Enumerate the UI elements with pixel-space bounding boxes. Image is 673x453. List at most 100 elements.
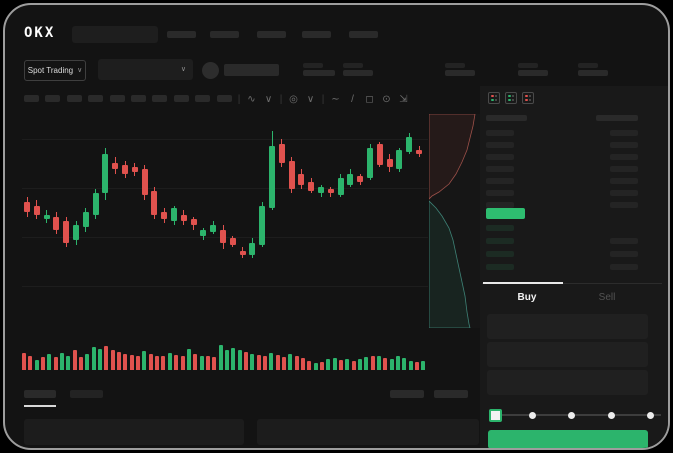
orderbook-ask-row[interactable]: [486, 154, 514, 160]
orderbook-ask-row[interactable]: [610, 202, 638, 208]
slider-step-dot[interactable]: [568, 411, 575, 419]
volume-bar: [383, 358, 388, 370]
depth-asks-area: [429, 114, 476, 200]
chart-toolbar-button[interactable]: [173, 95, 189, 102]
orderbook-ask-row[interactable]: [610, 166, 638, 172]
settings-icon[interactable]: ⊙: [382, 94, 391, 105]
orderbook-ask-row[interactable]: [610, 142, 638, 148]
orderbook-ask-row[interactable]: [486, 202, 514, 208]
volume-bar: [161, 356, 166, 370]
orderbook-bid-row[interactable]: [486, 264, 514, 270]
total-input[interactable]: [487, 370, 648, 395]
slider-step-dot[interactable]: [647, 411, 654, 419]
amount-input[interactable]: [487, 342, 648, 367]
volume-bar: [389, 359, 394, 370]
chart-toolbar-button[interactable]: [88, 95, 104, 102]
tab-sell[interactable]: Sell: [598, 292, 616, 303]
nav-item[interactable]: [210, 31, 239, 38]
chevron-down-icon[interactable]: ∨: [264, 94, 273, 105]
volume-bar: [205, 356, 210, 370]
orderbook-ask-row[interactable]: [486, 178, 514, 184]
volume-bar: [300, 357, 305, 370]
slider-step-dot[interactable]: [607, 411, 615, 419]
orderbook-bid-row[interactable]: [486, 251, 514, 257]
indicators-icon[interactable]: ◎: [289, 94, 298, 105]
orderbook-bid-row[interactable]: [486, 225, 514, 231]
orderbook-bid-row[interactable]: [486, 238, 514, 244]
candle: [308, 182, 315, 191]
orderbook-bid-row[interactable]: [610, 238, 638, 244]
candle: [249, 242, 256, 256]
volume-bar: [288, 353, 293, 370]
nav-item[interactable]: [302, 31, 331, 38]
candle: [416, 150, 422, 155]
volume-bar: [91, 346, 96, 370]
candle: [33, 206, 40, 215]
orderbook-view-all-icon[interactable]: [488, 92, 500, 104]
orderbook-ask-row[interactable]: [486, 166, 514, 172]
chevron-down-icon[interactable]: ∨: [306, 94, 315, 105]
draw-tool-icon[interactable]: /: [351, 94, 354, 105]
orderbook-ask-row[interactable]: [610, 190, 638, 196]
bottom-action[interactable]: [390, 390, 424, 398]
camera-icon[interactable]: ◻: [365, 94, 374, 105]
ticker-stat-label: [578, 63, 598, 68]
price-input[interactable]: [487, 314, 648, 339]
depth-chart: [429, 114, 480, 328]
search-input[interactable]: [72, 26, 158, 43]
orderbook-view-asks-icon[interactable]: [522, 92, 534, 104]
candle: [161, 212, 168, 219]
candle: [278, 143, 285, 163]
candlestick-chart[interactable]: [22, 114, 428, 336]
orderbook-view-bids-icon[interactable]: [505, 92, 517, 104]
candle: [24, 201, 30, 213]
chart-toolbar-button[interactable]: [24, 95, 39, 102]
fullscreen-icon[interactable]: ⇲: [399, 94, 408, 105]
orderbook-ask-row[interactable]: [486, 142, 514, 148]
orderbook-ask-row[interactable]: [610, 154, 638, 160]
candle: [53, 216, 60, 230]
nav-item[interactable]: [349, 31, 378, 38]
bottom-tab-open-orders[interactable]: [24, 390, 56, 398]
orderbook-ask-row[interactable]: [610, 130, 638, 136]
amount-slider-track[interactable]: [489, 414, 661, 416]
volume-bar: [275, 354, 280, 370]
pair-coin-icon[interactable]: [202, 62, 219, 79]
bottom-tab-order-history[interactable]: [70, 390, 103, 398]
orderbook-bid-row[interactable]: [610, 264, 638, 270]
nav-item[interactable]: [167, 31, 196, 38]
slider-handle[interactable]: [489, 409, 502, 422]
orderbook-bid-row[interactable]: [610, 251, 638, 257]
chart-toolbar-button[interactable]: [66, 95, 82, 102]
ticker-stat-label: [518, 63, 538, 68]
candle: [171, 208, 177, 222]
chart-type-icon[interactable]: ∿: [247, 94, 256, 105]
orderbook-ask-row[interactable]: [486, 130, 514, 136]
line-tool-icon[interactable]: ∼: [331, 94, 340, 105]
chart-toolbar-button[interactable]: [131, 95, 146, 102]
pair-select-dropdown[interactable]: ∨: [98, 59, 193, 80]
volume-bar: [294, 355, 299, 370]
chart-toolbar-button[interactable]: [109, 95, 125, 102]
volume-bar: [307, 361, 312, 370]
market-type-dropdown[interactable]: Spot Trading ∨: [24, 60, 86, 81]
chart-toolbar-button[interactable]: [152, 95, 168, 102]
orderbook-last-price[interactable]: [486, 208, 525, 219]
candle: [220, 229, 226, 243]
candle: [151, 190, 158, 215]
bottom-action[interactable]: [434, 390, 468, 398]
chart-toolbar-button[interactable]: [45, 95, 61, 102]
buy-button[interactable]: [488, 430, 648, 448]
chevron-down-icon: ∨: [180, 66, 186, 73]
slider-step-dot[interactable]: [528, 411, 536, 419]
orderbook-ask-row[interactable]: [486, 190, 514, 196]
ticker-stat-value: [578, 70, 608, 76]
pair-name-placeholder: [224, 64, 279, 76]
chart-toolbar-button[interactable]: [216, 95, 232, 102]
tab-buy[interactable]: Buy: [517, 292, 537, 303]
chart-toolbar-button[interactable]: [195, 95, 211, 102]
volume-bar: [281, 356, 286, 370]
volume-bar: [269, 352, 274, 370]
nav-item[interactable]: [257, 31, 286, 38]
orderbook-ask-row[interactable]: [610, 178, 638, 184]
